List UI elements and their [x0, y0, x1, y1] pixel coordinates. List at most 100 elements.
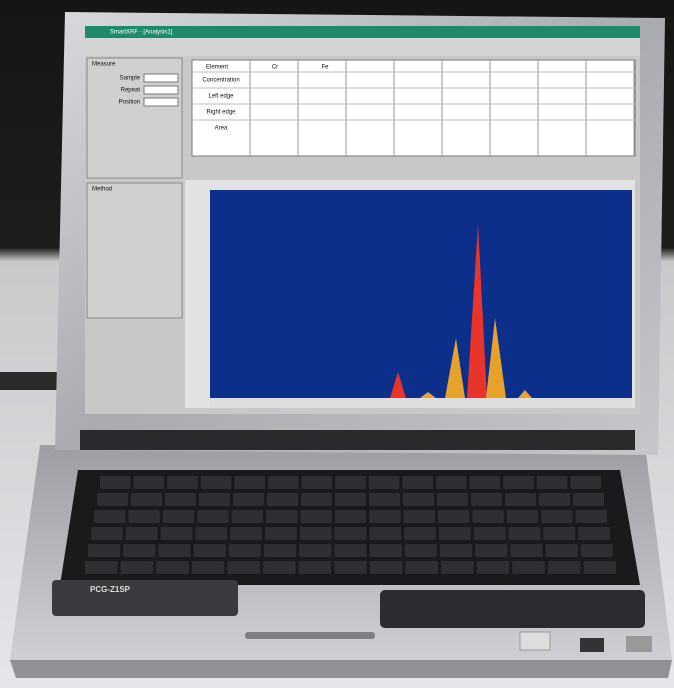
key	[126, 527, 158, 540]
table-header: Element	[206, 65, 228, 71]
key	[94, 510, 125, 523]
results-table	[192, 60, 635, 156]
key	[123, 544, 155, 557]
field-input	[144, 86, 178, 94]
key	[134, 476, 165, 489]
key	[194, 544, 226, 557]
key	[438, 510, 469, 523]
key	[334, 544, 366, 557]
key	[161, 527, 193, 540]
photo: PCG-Z1SP SmartXRF - [Analysis1] Measure …	[0, 0, 674, 688]
key	[439, 527, 471, 540]
key	[302, 476, 333, 489]
key	[440, 544, 472, 557]
key	[475, 544, 507, 557]
row-label: Right edge	[206, 110, 236, 116]
key	[263, 561, 296, 574]
key	[335, 493, 366, 506]
key	[470, 476, 501, 489]
key	[335, 510, 366, 523]
key	[477, 561, 510, 574]
spectrum-plot	[210, 190, 632, 398]
key	[369, 527, 401, 540]
key	[299, 544, 331, 557]
key	[234, 476, 265, 489]
key	[300, 510, 331, 523]
key	[299, 561, 332, 574]
table-header: Fe	[321, 65, 329, 71]
key	[573, 493, 604, 506]
key	[507, 510, 538, 523]
method-panel	[87, 183, 182, 318]
window-title: SmartXRF - [Analysis1]	[110, 30, 173, 36]
key	[229, 544, 261, 557]
key	[402, 476, 433, 489]
toolbar	[85, 38, 640, 56]
key	[266, 510, 297, 523]
speaker-grille	[380, 590, 645, 628]
field-label: Repeat	[121, 88, 141, 94]
key	[85, 561, 118, 574]
key	[370, 544, 402, 557]
key	[97, 493, 128, 506]
key	[509, 527, 541, 540]
key	[370, 561, 403, 574]
key	[195, 527, 227, 540]
key	[543, 527, 575, 540]
table-header: Cr	[272, 65, 278, 71]
group-label: Method	[92, 187, 112, 193]
key	[578, 527, 610, 540]
key	[512, 561, 545, 574]
field-input	[144, 98, 178, 106]
key	[335, 476, 366, 489]
key	[156, 561, 189, 574]
key	[334, 561, 367, 574]
key	[404, 527, 436, 540]
key	[167, 476, 198, 489]
key	[158, 544, 190, 557]
key	[131, 493, 162, 506]
key	[192, 561, 225, 574]
key	[546, 544, 578, 557]
key	[510, 544, 542, 557]
key	[471, 493, 502, 506]
key	[227, 561, 260, 574]
field-input	[144, 74, 178, 82]
key	[230, 527, 262, 540]
key	[301, 493, 332, 506]
key	[163, 510, 194, 523]
key	[437, 493, 468, 506]
button-panel	[52, 580, 238, 616]
key	[197, 510, 228, 523]
cable	[0, 372, 60, 390]
key	[537, 476, 568, 489]
key	[369, 476, 400, 489]
base-edge	[10, 660, 672, 678]
key	[541, 510, 572, 523]
key	[165, 493, 196, 506]
key	[583, 561, 616, 574]
key	[505, 493, 536, 506]
key	[474, 527, 506, 540]
key	[581, 544, 613, 557]
key	[267, 493, 298, 506]
key	[405, 561, 438, 574]
group-label: Measure	[92, 62, 116, 68]
key	[199, 493, 230, 506]
key	[128, 510, 159, 523]
row-label: Concentration	[202, 78, 239, 84]
key	[405, 544, 437, 557]
key	[268, 476, 299, 489]
key	[264, 544, 296, 557]
sticker	[626, 636, 652, 652]
key	[436, 476, 467, 489]
key	[233, 493, 264, 506]
key	[88, 544, 120, 557]
key	[403, 493, 434, 506]
key	[539, 493, 570, 506]
row-label: Area	[215, 126, 228, 132]
key	[369, 510, 400, 523]
fields: SampleRepeatPosition	[119, 74, 178, 106]
touchpad-button	[245, 632, 375, 639]
key	[472, 510, 503, 523]
